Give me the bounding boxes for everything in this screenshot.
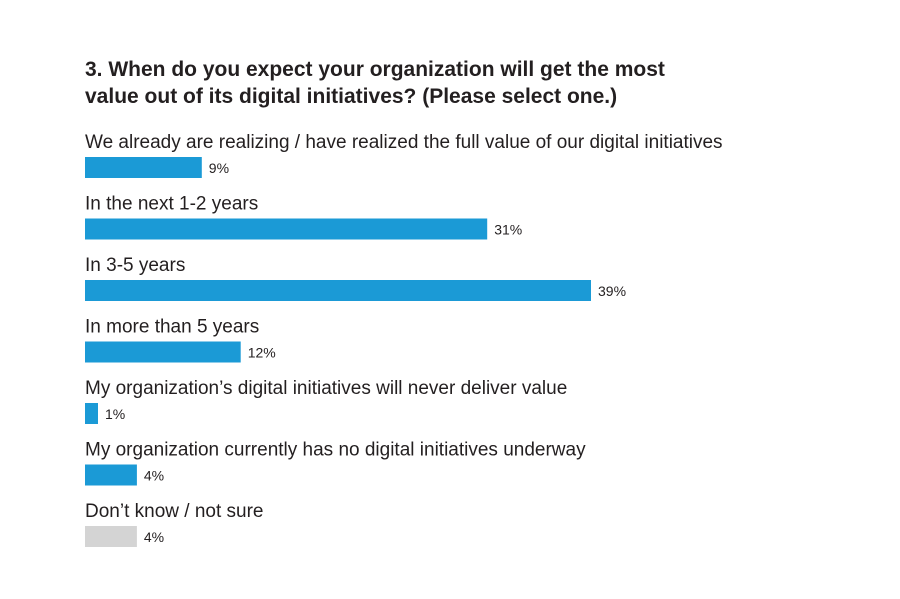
value-label: 9% [209, 160, 229, 176]
bar-group: We already are realizing / have realized… [85, 132, 723, 547]
bar [85, 280, 591, 301]
value-label: 1% [105, 406, 125, 422]
chart-title-line-2: value out of its digital initiatives? (P… [85, 85, 617, 108]
value-label: 12% [248, 345, 276, 361]
category-label: In more than 5 years [85, 317, 259, 338]
bar [85, 157, 202, 178]
bar [85, 403, 98, 424]
bar [85, 341, 241, 363]
value-label: 4% [144, 529, 164, 545]
bar [85, 218, 488, 240]
bar [85, 464, 137, 486]
chart-title-line-1: 3. When do you expect your organization … [85, 58, 665, 81]
value-label: 31% [494, 222, 522, 238]
category-label: In 3-5 years [85, 255, 185, 276]
value-label: 39% [598, 283, 626, 299]
category-label: My organization’s digital initiatives wi… [85, 378, 567, 399]
bar [85, 526, 137, 547]
category-label: We already are realizing / have realized… [85, 132, 723, 153]
category-label: My organization currently has no digital… [85, 440, 586, 461]
value-label: 4% [144, 468, 164, 484]
category-label: In the next 1-2 years [85, 194, 258, 215]
category-label: Don’t know / not sure [85, 501, 263, 522]
